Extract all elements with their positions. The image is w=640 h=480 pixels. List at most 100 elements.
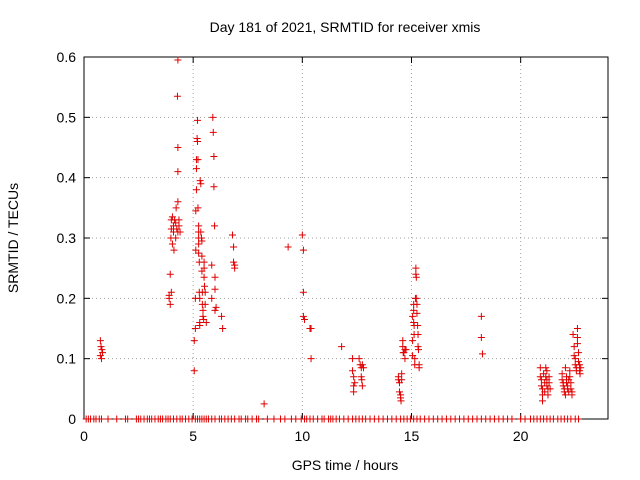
data-point [255, 415, 263, 423]
data-point [301, 315, 309, 323]
data-point [201, 288, 209, 296]
data-point [192, 186, 200, 194]
data-point [545, 379, 553, 387]
data-point [174, 56, 182, 64]
axis-ticks [83, 56, 608, 420]
data-point [299, 288, 307, 296]
data-point [196, 177, 204, 185]
data-point [166, 270, 174, 278]
data-point [174, 144, 182, 151]
data-point [508, 415, 516, 423]
y-tick-label: 0.6 [57, 49, 77, 65]
data-point [190, 337, 198, 345]
data-point [195, 249, 203, 257]
data-point [570, 352, 578, 360]
data-point [176, 228, 184, 236]
data-point [230, 258, 238, 266]
data-point [576, 361, 584, 369]
data-point [338, 343, 346, 351]
data-point [113, 415, 121, 423]
data-point [172, 219, 180, 227]
data-point [170, 246, 178, 254]
data-point [358, 382, 366, 390]
data-point [575, 349, 583, 357]
data-point [477, 312, 485, 320]
data-point [198, 252, 206, 260]
data-point [355, 355, 363, 363]
data-point [270, 415, 278, 423]
data-point [411, 355, 419, 363]
data-point [219, 325, 227, 332]
data-point [172, 234, 180, 242]
data-point [212, 303, 220, 311]
data-point [197, 228, 205, 236]
data-point [573, 334, 581, 342]
data-point [201, 300, 209, 308]
data-point [298, 231, 306, 239]
data-point [561, 364, 569, 372]
y-tick-label: 0.5 [57, 109, 77, 125]
x-tick-label: 5 [189, 428, 197, 444]
data-point [299, 246, 307, 254]
data-point [399, 337, 407, 345]
data-point [558, 370, 566, 378]
data-point [199, 312, 207, 320]
data-point [124, 415, 132, 423]
data-point [358, 361, 366, 369]
data-point [174, 198, 182, 206]
data-point [575, 415, 583, 423]
data-point [202, 318, 210, 326]
data-point [172, 204, 180, 212]
data-point [577, 364, 585, 372]
data-point [198, 237, 206, 245]
data-point [99, 349, 107, 357]
data-point [307, 325, 315, 332]
data-point [573, 325, 581, 332]
data-point [196, 321, 204, 329]
data-point [567, 379, 575, 387]
data-point [558, 376, 566, 384]
data-point [211, 222, 219, 230]
y-tick-label: 0.1 [57, 351, 77, 367]
data-point [412, 294, 420, 302]
data-point [168, 240, 176, 248]
data-point [542, 364, 550, 372]
data-point [573, 340, 581, 348]
data-point [402, 346, 410, 354]
data-point [173, 92, 181, 100]
data-point [104, 415, 112, 423]
data-point [410, 306, 418, 314]
data-point [211, 285, 219, 293]
y-tick-label: 0.2 [57, 290, 77, 306]
data-point [570, 343, 578, 351]
data-point [231, 261, 239, 269]
data-point [192, 246, 200, 254]
plot-frame [83, 56, 609, 420]
data-point [199, 306, 207, 314]
data-point [358, 376, 366, 384]
data-point [174, 168, 182, 176]
data-point [97, 343, 105, 351]
data-point [349, 355, 357, 363]
data-point [263, 415, 271, 423]
data-point [541, 388, 549, 396]
y-tick-label: 0 [68, 411, 76, 427]
data-point [260, 400, 268, 408]
data-point [98, 346, 106, 354]
data-point [397, 397, 405, 405]
x-tick-label: 20 [513, 428, 529, 444]
data-point [175, 222, 183, 230]
data-point [210, 183, 218, 191]
y-tick-label: 0.4 [57, 170, 77, 186]
data-points [82, 56, 585, 423]
data-point [415, 364, 423, 372]
data-point [398, 370, 406, 378]
data-point [544, 391, 552, 399]
x-tick-label: 15 [404, 428, 420, 444]
data-point [210, 153, 218, 161]
data-point [398, 376, 406, 384]
data-point [543, 367, 551, 375]
data-point [97, 355, 105, 363]
x-tick-label: 0 [80, 428, 88, 444]
data-point [190, 367, 198, 375]
